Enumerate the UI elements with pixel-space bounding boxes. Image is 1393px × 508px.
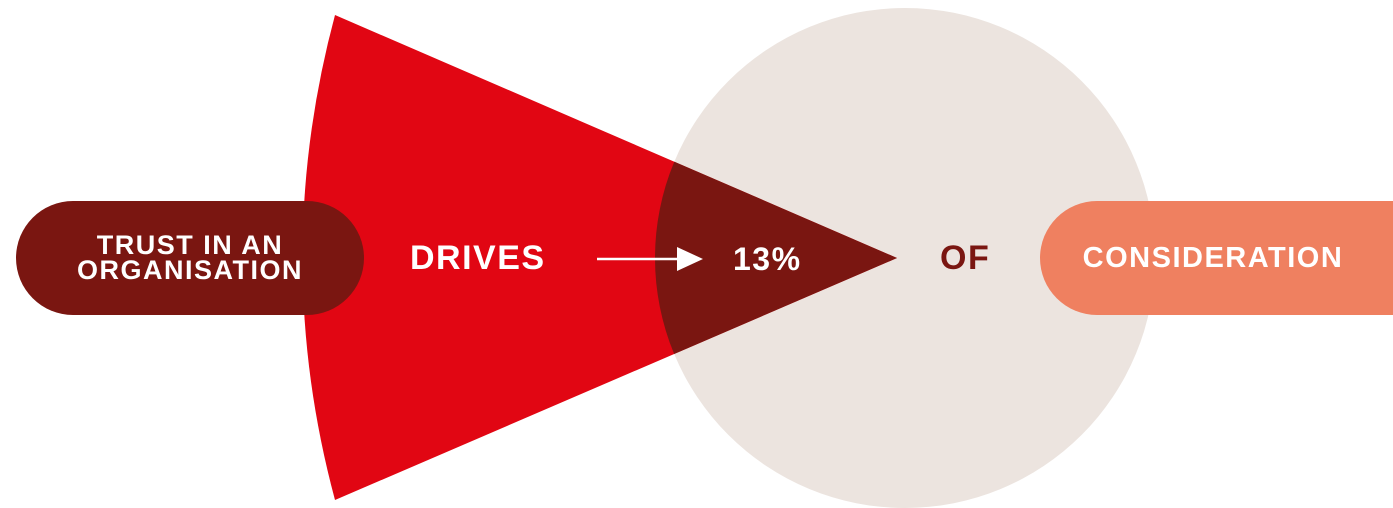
subject-line-2: ORGANISATION — [77, 255, 303, 285]
percentage-label: 13% — [733, 241, 802, 277]
outcome-label: CONSIDERATION — [1082, 241, 1344, 274]
verb-label: DRIVES — [410, 239, 546, 277]
arrow-head — [677, 247, 703, 271]
subject-line-1: TRUST IN AN — [96, 230, 284, 260]
outcome-pill: CONSIDERATION — [1040, 201, 1393, 315]
consideration-circle — [655, 8, 1155, 508]
subject-text: TRUST IN AN ORGANISATION — [60, 230, 320, 285]
trust-wedge — [302, 15, 897, 500]
subject-pill: TRUST IN AN ORGANISATION — [16, 201, 364, 315]
connector-label: OF — [940, 239, 991, 277]
right-arrow-icon — [597, 247, 703, 271]
